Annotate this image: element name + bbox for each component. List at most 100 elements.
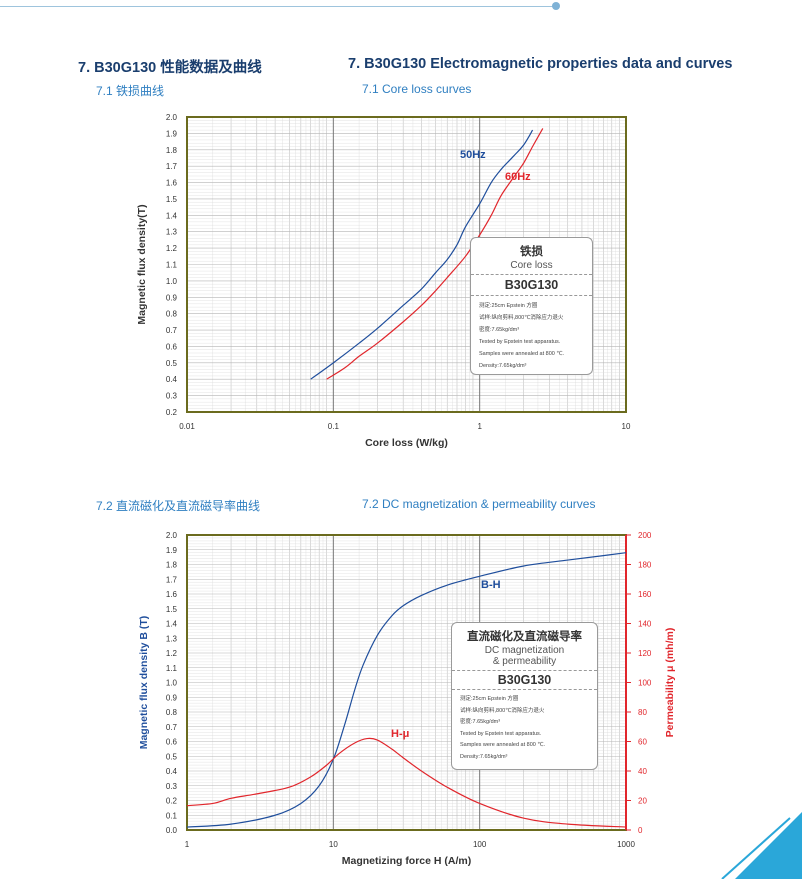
info-box-title-en-1: DC magnetization (484, 645, 565, 656)
y-tick-label: 0.5 (166, 359, 178, 368)
info-note: Density:7.65kg/dm³ (479, 363, 527, 369)
info-note: Samples were annealed at 800 ℃. (460, 742, 546, 748)
plot-frame (186, 116, 627, 413)
y-tick-label: 0.5 (166, 752, 178, 761)
series-label: 60Hz (505, 171, 531, 183)
info-box-notes: 测定:25cm Epstein 方圈 试样:纵向剪料,800℃消除应力退火 密度… (452, 690, 597, 767)
right-tick-label: 180 (638, 561, 652, 570)
y-tick-label: 0.8 (166, 310, 178, 319)
series-line-1 (310, 129, 534, 380)
y-tick-label: 0.9 (166, 693, 178, 702)
y-tick-label: 0.0 (166, 826, 178, 835)
x-tick-label: 1 (185, 840, 190, 849)
y-tick-label: 0.2 (166, 408, 178, 417)
y-tick-label: 1.0 (166, 277, 178, 286)
right-tick-label: 160 (638, 590, 652, 599)
info-note: 测定:25cm Epstein 方圈 (460, 696, 519, 702)
info-note: 试样:纵向剪料,800℃消除应力退火 (479, 315, 564, 321)
section2-title-cn: 7.2 直流磁化及直流磁导率曲线 (96, 499, 261, 513)
y-tick-label: 1.5 (166, 605, 178, 614)
right-tick-label: 100 (638, 679, 652, 688)
y-tick-label: 0.3 (166, 782, 178, 791)
right-tick-label: 140 (638, 620, 652, 629)
x-tick-label: 0.01 (179, 422, 195, 431)
section2-title-en: 7.2 DC magnetization & permeability curv… (362, 497, 596, 511)
info-note: 试样:纵向剪料,800℃消除应力退火 (460, 707, 545, 714)
heading-cn: 7. B30G130 性能数据及曲线 (78, 60, 262, 76)
info-box-notes: 测定:25cm Epstein 方圈 试样:纵向剪料,800℃消除应力退火 密度… (471, 296, 592, 376)
y-tick-label: 1.7 (166, 575, 178, 584)
top-rule-dot (552, 2, 560, 10)
right-tick-label: 60 (638, 738, 647, 747)
info-box-title-en-2: & permeability (492, 656, 557, 667)
right-tick-label: 80 (638, 708, 647, 717)
y-tick-label: 1.9 (166, 546, 178, 555)
y-tick-label: 0.6 (166, 738, 178, 747)
info-note: Samples were annealed at 800 ℃. (479, 351, 565, 357)
x-tick-label: 10 (329, 840, 338, 849)
y-tick-label: 1.6 (166, 179, 178, 188)
info-note: 测定:25cm Epstein 方圈 (479, 303, 538, 309)
x-axis-label: Magnetizing force H (A/m) (342, 855, 472, 867)
y-tick-label: 0.7 (166, 326, 178, 335)
y-tick-label: 1.2 (166, 649, 178, 658)
y-tick-label: 1.1 (166, 261, 178, 270)
x-tick-label: 100 (473, 840, 487, 849)
right-tick-label: 0 (638, 826, 643, 835)
series-label: H-μ (391, 728, 409, 740)
series-line-2 (326, 128, 544, 380)
y-tick-label: 1.8 (166, 561, 178, 570)
section1-title-cn: 7.1 铁损曲线 (96, 84, 165, 98)
heading-en: 7. B30G130 Electromagnetic properties da… (348, 56, 733, 72)
top-rule (0, 6, 556, 7)
y-tick-label: 1.7 (166, 162, 178, 171)
y-tick-label: 0.4 (166, 767, 178, 776)
y-tick-label: 0.6 (166, 342, 178, 351)
y-tick-label: 0.1 (166, 811, 178, 820)
y-tick-label: 1.3 (166, 228, 178, 237)
info-box-grade: B30G130 (452, 670, 597, 690)
y-tick-label: 2.0 (166, 113, 178, 122)
right-tick-label: 40 (638, 767, 647, 776)
series-label: 50Hz (460, 149, 486, 161)
info-note: Density:7.65kg/dm³ (460, 753, 508, 760)
info-box-title-cn: 铁损 (520, 246, 543, 258)
y-tick-label: 1.0 (166, 679, 178, 688)
x-tick-label: 10 (622, 422, 631, 431)
y-axis-label-right: Permeability μ (mh/m) (664, 628, 676, 738)
info-box-title-en: Core loss (510, 260, 553, 271)
y-tick-label: 0.3 (166, 392, 178, 401)
y-tick-label: 0.9 (166, 293, 178, 302)
y-tick-label: 0.4 (166, 375, 178, 384)
series-line-1 (186, 552, 627, 828)
series-label: B-H (481, 579, 501, 591)
x-tick-label: 0.1 (328, 422, 340, 431)
y-tick-label: 1.4 (166, 211, 178, 220)
y-tick-label: 1.6 (166, 590, 178, 599)
y-tick-label: 0.2 (166, 797, 178, 806)
y-tick-label: 1.3 (166, 634, 178, 643)
x-tick-label: 1 (477, 422, 482, 431)
series-line-2 (186, 737, 627, 828)
y-tick-label: 0.7 (166, 723, 178, 732)
dc-magnetization-info-box: 直流磁化及直流磁导率 DC magnetization & permeabili… (451, 622, 598, 770)
x-tick-label: 1000 (617, 840, 635, 849)
x-axis-label: Core loss (W/kg) (365, 437, 448, 449)
y-tick-label: 0.8 (166, 708, 178, 717)
right-tick-label: 120 (638, 649, 652, 658)
right-tick-label: 20 (638, 797, 647, 806)
core-loss-info-box: 铁损 Core loss B30G130 测定:25cm Epstein 方圈 … (470, 237, 593, 375)
info-box-grade: B30G130 (471, 274, 592, 296)
info-box-title-cn: 直流磁化及直流磁导率 (467, 631, 582, 643)
info-note: 密度:7.65kg/dm³ (460, 719, 501, 725)
y-axis-label: Magnetic flux density B (T) (138, 616, 150, 750)
section1-title-en: 7.1 Core loss curves (362, 82, 472, 96)
info-note: 密度:7.65kg/dm³ (479, 327, 520, 333)
y-tick-label: 1.5 (166, 195, 178, 204)
y-tick-label: 1.4 (166, 620, 178, 629)
info-note: Tested by Epstein test apparatus. (479, 339, 561, 345)
right-tick-label: 200 (638, 531, 652, 540)
y-axis-label: Magnetic flux density(T) (136, 204, 148, 324)
y-tick-label: 1.8 (166, 146, 178, 155)
